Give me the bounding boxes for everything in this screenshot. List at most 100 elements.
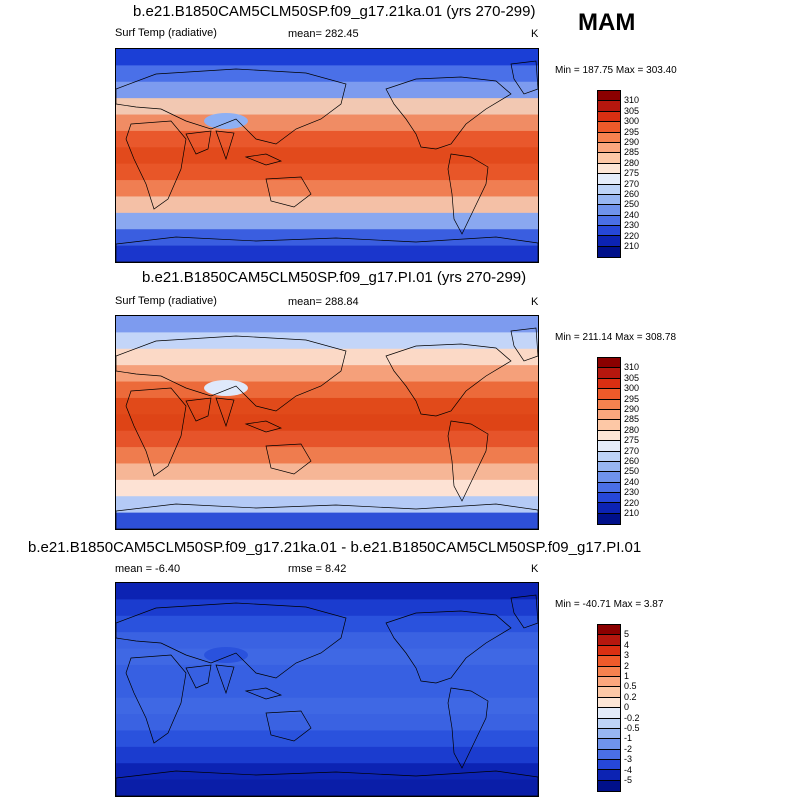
lat-band [116,447,538,465]
lat-band [116,714,538,732]
lat-band [116,599,538,617]
colorbar-box [598,760,620,771]
panel3-map-svg [116,583,538,796]
colorbar-label: -2 [624,743,633,754]
lat-band [116,65,538,83]
colorbar-box [598,493,620,504]
lat-band [116,632,538,650]
lat-band [116,583,538,600]
colorbar-box [598,728,620,740]
panel1-mean: mean= 282.45 [288,28,359,40]
lat-band [116,479,538,497]
coastline [116,602,347,679]
panel3-mean: mean = -6.40 [115,563,181,575]
lat-band [116,229,538,247]
coastline [116,68,347,145]
plateau-patch [204,380,248,396]
coastline [116,335,347,412]
colorbar-box [598,101,620,112]
colorbar-label: -5 [624,775,633,785]
panel1-map-svg [116,49,538,262]
panel2-map-svg [116,316,538,529]
coastline [510,327,538,362]
panel2-colorbar [597,357,621,526]
lat-band [116,512,538,529]
colorbar-box [598,687,620,698]
colorbar-box [598,236,620,247]
coastline [447,153,489,235]
lat-band [116,316,538,333]
colorbar-label: 305 [624,372,640,383]
panel2-minmax: Min = 211.14 Max = 308.78 [555,332,677,343]
colorbar-box [598,441,620,452]
colorbar-box [598,215,620,227]
lat-band [116,430,538,448]
colorbar-label: 270 [624,445,640,456]
colorbar-box [598,718,620,729]
coastline [244,687,283,700]
colorbar-label: 295 [624,393,640,404]
lat-band [116,496,538,514]
colorbar-box [598,451,620,462]
colorbar-label: 220 [624,230,640,241]
panel3-rmse: rmse = 8.42 [288,563,347,575]
plateau-patch [204,113,248,129]
colorbar-box [598,645,620,657]
colorbar-label: 230 [624,487,640,498]
lat-band [116,130,538,148]
colorbar-label: 285 [624,147,640,158]
colorbar-label: 310 [624,95,640,106]
colorbar-box [598,184,620,195]
colorbar-box [598,122,620,133]
colorbar-box [598,153,620,164]
colorbar-box [598,194,620,206]
colorbar-label: 0 [624,702,630,713]
colorbar-box [598,174,620,185]
colorbar-label: 5 [624,629,630,640]
colorbar-box [598,770,620,781]
coastline [125,654,187,744]
colorbar-box [598,378,620,390]
coastline [125,120,187,210]
colorbar-box [598,399,620,410]
colorbar-label: 210 [624,508,640,518]
colorbar-label: 290 [624,137,640,147]
colorbar-label: 3 [624,650,630,661]
lat-band [116,697,538,715]
colorbar-box [598,676,620,688]
colorbar-label: 285 [624,414,640,425]
lat-band [116,365,538,383]
season-label: MAM [578,9,636,36]
coastline [244,420,283,433]
colorbar-label: -0.5 [624,723,640,733]
panel1-map [115,48,539,263]
colorbar-label: 230 [624,220,640,231]
colorbar-label: 4 [624,639,630,650]
colorbar-label: 275 [624,435,640,446]
lat-band [116,414,538,432]
lat-band [116,163,538,181]
colorbar-label: -3 [624,754,633,765]
colorbar-label: 210 [624,241,640,251]
colorbar-box [598,749,620,761]
lat-band [116,212,538,230]
lat-band [116,779,538,796]
colorbar-box [598,430,620,442]
colorbar-label: 260 [624,189,640,199]
colorbar-box [598,409,620,421]
colorbar-label: 300 [624,383,640,394]
colorbar-label: 280 [624,157,640,168]
panel2-mean: mean= 288.84 [288,296,359,308]
colorbar-label: 270 [624,178,640,189]
colorbar-box [598,111,620,123]
coastline [244,153,283,166]
lat-band [116,98,538,116]
lat-band [116,180,538,198]
colorbar-box [598,91,620,102]
colorbar-label: 1 [624,671,630,681]
coastline [447,420,489,502]
lat-band [116,746,538,764]
colorbar-label: 300 [624,116,640,127]
colorbar-box [598,132,620,143]
coastline [447,687,489,769]
